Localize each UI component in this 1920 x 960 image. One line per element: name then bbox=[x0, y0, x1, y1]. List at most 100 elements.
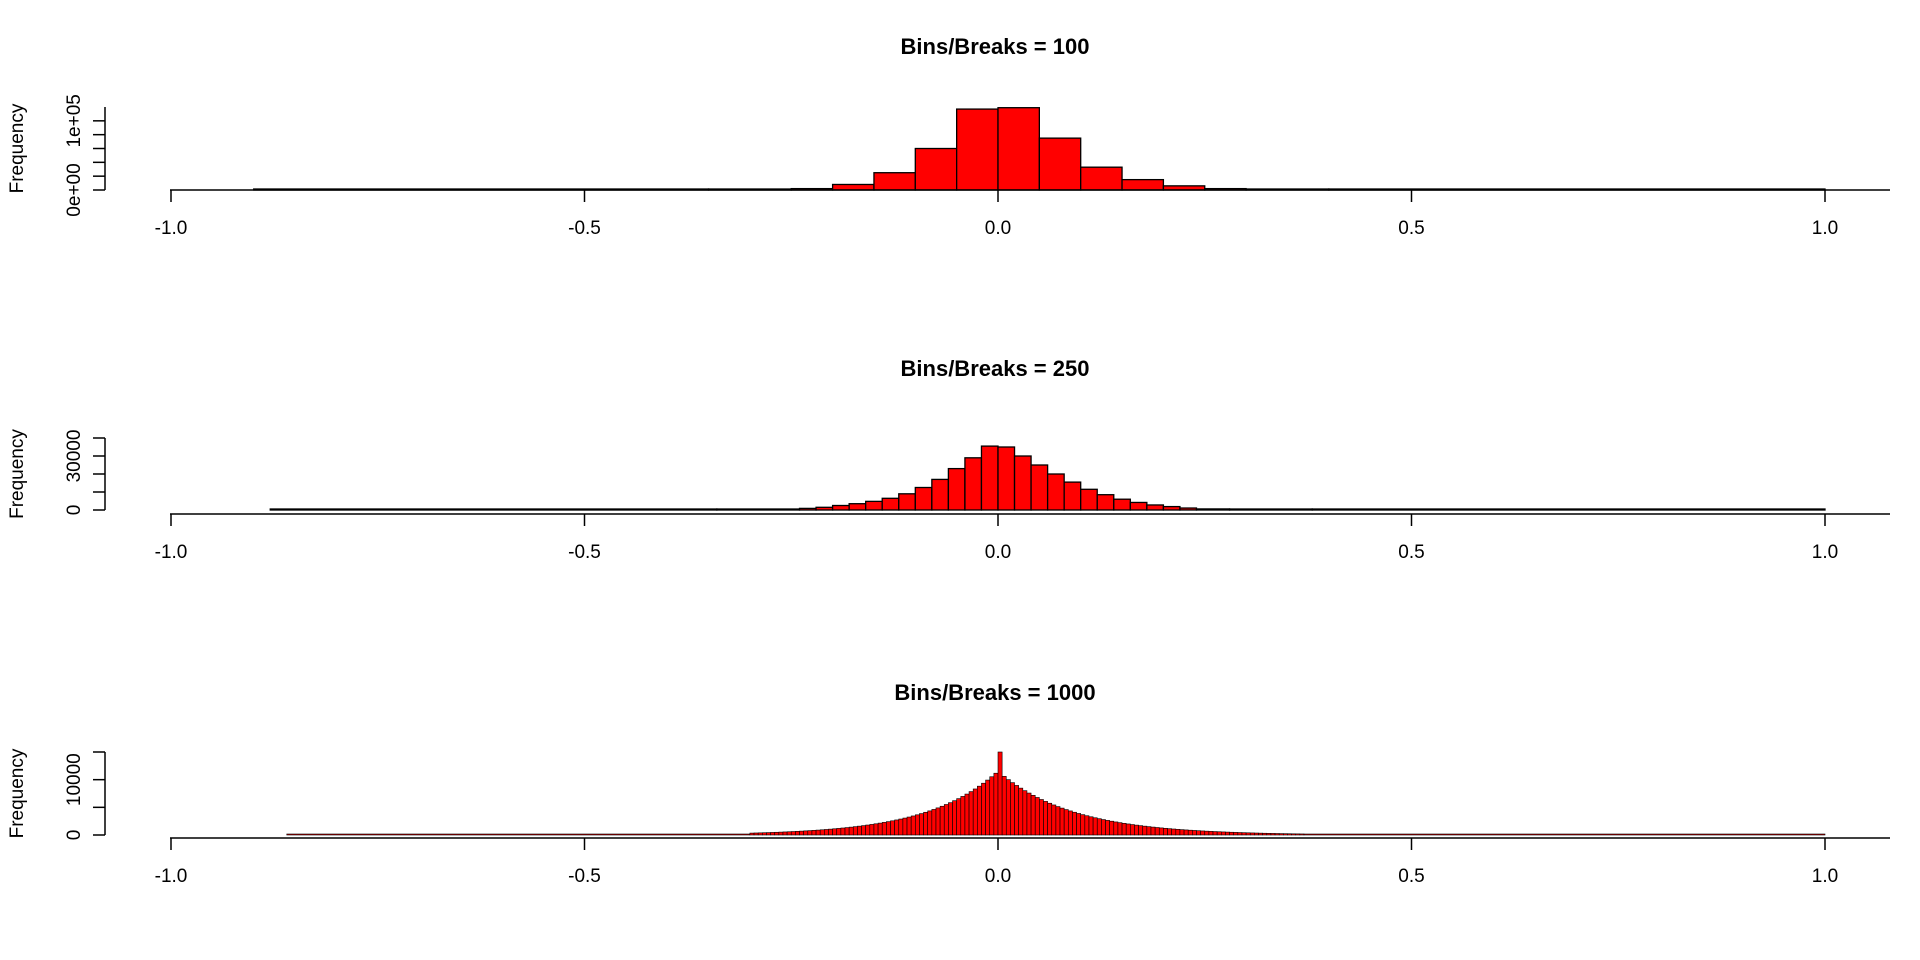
histogram-bar bbox=[952, 800, 957, 836]
histogram-bar bbox=[931, 809, 937, 836]
chart-title: Bins/Breaks = 250 bbox=[901, 356, 1090, 381]
histogram-bar bbox=[1080, 814, 1086, 836]
histogram-bar bbox=[1013, 455, 1032, 511]
histogram-bar bbox=[1175, 829, 1181, 836]
histogram-bar bbox=[1043, 801, 1048, 836]
histogram-bar bbox=[1142, 825, 1148, 836]
histogram-bar bbox=[1055, 806, 1061, 836]
y-tick-label: 30000 bbox=[64, 430, 85, 483]
histogram-panel-1: Bins/Breaks = 100 -1.0 -0.5 0.0 0.5 1.0 0e+00 1… bbox=[7, 34, 1890, 239]
histogram-bar bbox=[1076, 813, 1081, 836]
histogram-bar bbox=[939, 805, 945, 836]
histogram-bars bbox=[269, 445, 1826, 511]
histogram-bar bbox=[865, 824, 871, 836]
histogram-bar bbox=[906, 816, 912, 836]
histogram-bar bbox=[716, 508, 801, 511]
histogram-bar bbox=[1030, 464, 1049, 511]
histogram-bar bbox=[795, 831, 800, 836]
histogram-bar bbox=[1200, 830, 1206, 836]
histogram-bar bbox=[914, 814, 920, 836]
histogram-bar bbox=[898, 493, 916, 511]
x-tick-label: 1.0 bbox=[1812, 218, 1838, 239]
chart-title: Bins/Breaks = 1000 bbox=[894, 680, 1095, 705]
histogram-bar bbox=[832, 828, 838, 836]
histogram-bar bbox=[803, 830, 809, 836]
histogram-bar bbox=[819, 829, 825, 836]
histogram-panel-3: Bins/Breaks = 1000 -1.0 -0.5 0.0 0.5 1.0 0 1000… bbox=[7, 680, 1890, 887]
histogram-bar bbox=[1163, 827, 1168, 836]
histogram-bar bbox=[1241, 832, 1247, 836]
histogram-bar bbox=[1249, 832, 1255, 836]
histogram-bars bbox=[286, 751, 1826, 836]
histogram-bar bbox=[861, 825, 866, 836]
histogram-bar bbox=[985, 779, 991, 836]
histogram-bar bbox=[948, 802, 953, 836]
y-axis-label: Frequency bbox=[7, 103, 28, 193]
histogram-bar bbox=[831, 183, 875, 191]
histogram-bar bbox=[815, 506, 834, 511]
histogram-bar bbox=[1287, 833, 1292, 836]
histogram-bar bbox=[980, 445, 999, 511]
histogram-bar bbox=[1080, 166, 1123, 191]
histogram-bar bbox=[881, 497, 900, 511]
histogram-bars bbox=[253, 107, 1826, 191]
histogram-bar bbox=[762, 832, 767, 836]
histogram-bar bbox=[981, 782, 986, 836]
y-tick-label: 10000 bbox=[64, 753, 85, 806]
histogram-bar bbox=[1063, 809, 1069, 836]
histogram-bar bbox=[964, 793, 970, 836]
histogram-bar bbox=[1088, 816, 1094, 836]
histogram-bar bbox=[1283, 833, 1288, 836]
histogram-bar bbox=[1154, 827, 1160, 836]
histogram-bar bbox=[1051, 804, 1057, 836]
histogram-bar bbox=[1225, 831, 1230, 836]
x-tick-label: 1.0 bbox=[1812, 542, 1838, 563]
histogram-bar bbox=[831, 504, 850, 511]
histogram-bar bbox=[1158, 827, 1164, 836]
histogram-bar bbox=[836, 828, 842, 836]
histogram-bar bbox=[960, 796, 966, 836]
histogram-bar bbox=[1262, 832, 1268, 836]
histogram-bar bbox=[964, 457, 983, 511]
histogram-bar bbox=[1171, 828, 1177, 836]
x-tick-label: -0.5 bbox=[568, 866, 601, 887]
histogram-bar bbox=[1270, 833, 1276, 836]
histogram-bar bbox=[1129, 501, 1148, 511]
histogram-bar bbox=[1130, 824, 1135, 836]
histogram-bar bbox=[1046, 473, 1065, 511]
histogram-bar bbox=[997, 751, 1003, 836]
histogram-bar bbox=[1063, 481, 1082, 511]
histogram-bar bbox=[914, 147, 958, 191]
histogram-bar bbox=[881, 822, 887, 836]
histogram-bar bbox=[1274, 833, 1280, 836]
histogram-bar bbox=[1001, 776, 1007, 836]
histogram-bar bbox=[1125, 823, 1131, 836]
histogram-bar bbox=[972, 788, 978, 836]
histogram-bar bbox=[931, 478, 950, 511]
histogram-bar bbox=[1167, 828, 1172, 836]
histogram-bar bbox=[1266, 833, 1272, 836]
histogram-bar bbox=[1258, 832, 1263, 836]
histogram-bar bbox=[1030, 795, 1036, 836]
histogram-bar bbox=[1039, 799, 1044, 836]
x-tick-label: 0.5 bbox=[1398, 542, 1424, 563]
x-tick-label: 0.0 bbox=[985, 218, 1011, 239]
histogram-bar bbox=[877, 822, 883, 836]
histogram-bar bbox=[898, 818, 904, 836]
histogram-bar bbox=[1134, 824, 1139, 836]
histogram-bar bbox=[828, 828, 833, 836]
histogram-bar bbox=[857, 825, 862, 836]
histogram-bar bbox=[873, 823, 879, 836]
histogram-bar bbox=[997, 107, 1040, 191]
histogram-bar bbox=[1237, 832, 1243, 836]
histogram-bar bbox=[1311, 508, 1826, 511]
histogram-bar bbox=[766, 832, 771, 836]
histogram-bar bbox=[790, 831, 796, 836]
histogram-bar bbox=[1096, 818, 1102, 836]
histogram-bar bbox=[968, 791, 974, 836]
y-axis-label: Frequency bbox=[7, 429, 28, 519]
histogram-bar bbox=[935, 807, 941, 836]
histogram-bar bbox=[799, 830, 804, 836]
y-tick-label: 0 bbox=[64, 830, 85, 841]
